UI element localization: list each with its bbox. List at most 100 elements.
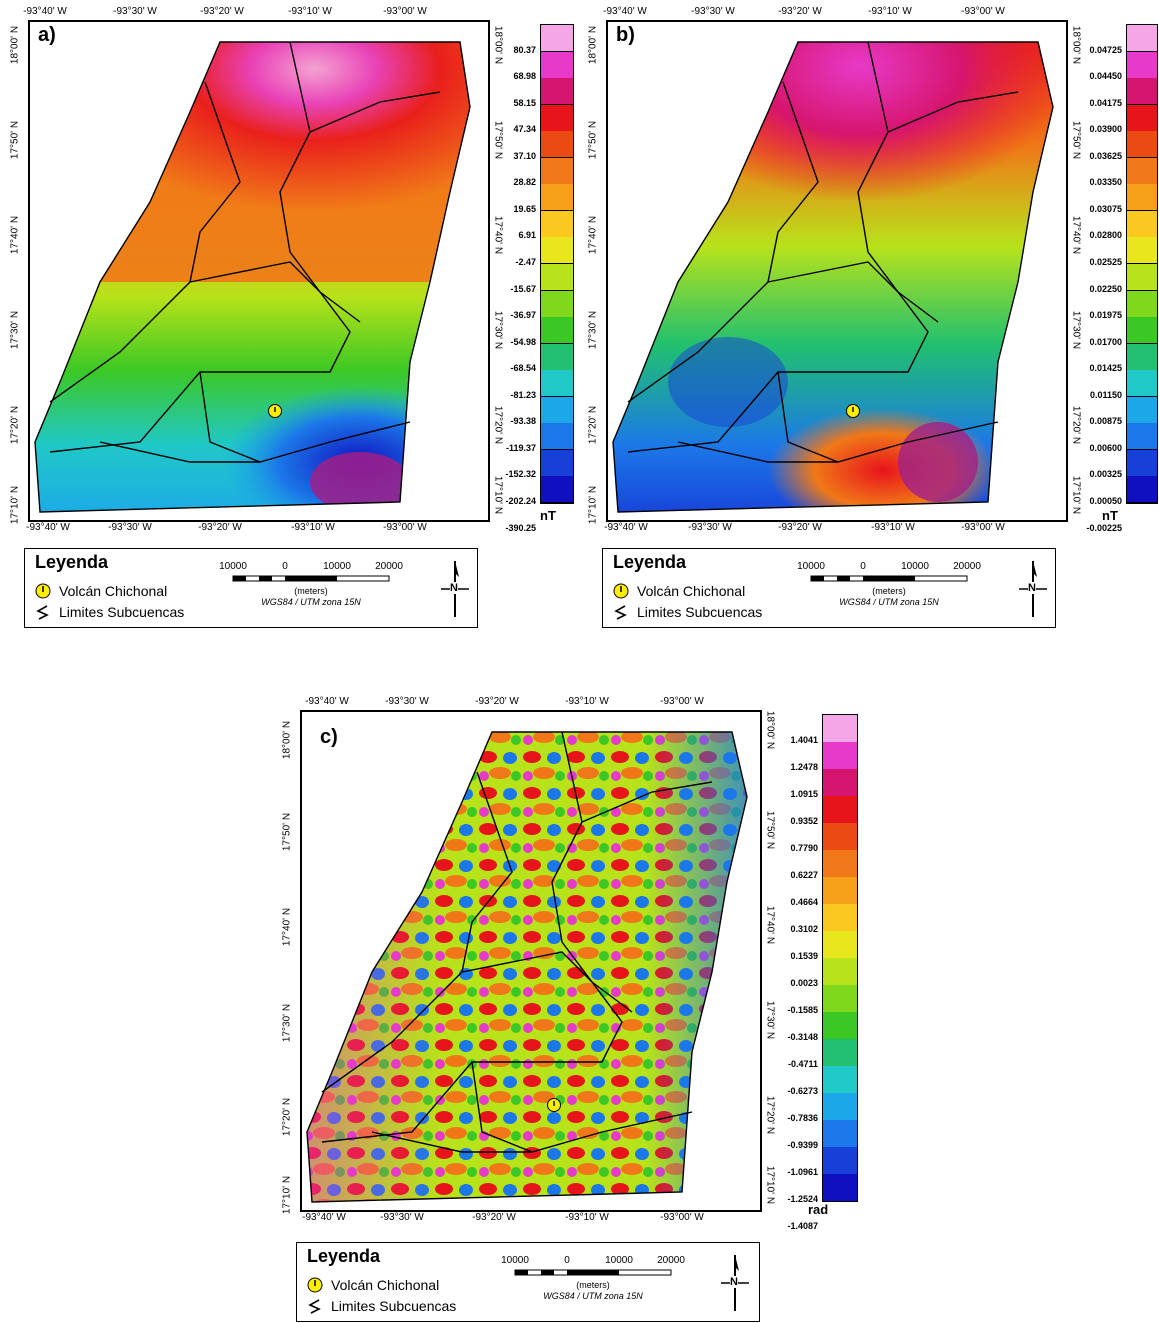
scale-bar-graphic [810,575,968,582]
top-tick: -93°00' W [383,6,427,17]
volcano-marker-c [546,1097,562,1118]
bottom-tick: -93°00' W [660,1212,704,1223]
colorbar-swatch [541,343,573,371]
colorbar-swatch [823,742,857,770]
colorbar-label: -202.24 [505,496,536,506]
colorbar-unit-b: nT [1102,508,1118,523]
colorbar-swatch [823,1012,857,1040]
scale-bar: 10000 0 10000 20000 (meters) WGS84 / UTM… [797,559,983,619]
colorbar-label: 80.37 [513,44,536,55]
colorbar-swatch [823,1066,857,1094]
colorbar-swatch [541,370,573,398]
right-tick: 17°10' N [764,1165,776,1205]
north-letter: N [1028,582,1036,594]
colorbar-swatch [1127,157,1157,185]
colorbar-swatch [541,51,573,79]
colorbar-swatch [1127,184,1157,212]
right-tick: 17°10' N [1070,475,1082,515]
bottom-tick: -93°30' W [380,1212,424,1223]
top-tick: -93°40' W [23,6,67,17]
volcano-icon [35,583,51,602]
legend-volcano: Volcán Chichonal [613,583,745,602]
panel-c: c) -93°40' W -93°30' W -93°20' W -93°10'… [272,690,872,1323]
legend-basins: Limites Subcuencas [35,604,184,623]
right-tick: 17°20' N [764,1095,776,1135]
north-arrow: N [437,557,473,621]
volcano-marker-a [267,403,283,424]
volcano-icon [613,583,629,602]
colorbar-swatch [823,958,857,986]
colorbar-label: -0.3148 [787,1032,818,1042]
legend-basins: Limites Subcuencas [307,1298,456,1317]
colorbar-swatch [1127,264,1157,292]
north-letter: N [450,582,458,594]
left-tick: 17°20' N [9,405,21,445]
bottom-tick: -93°30' W [108,522,152,533]
legend-c: Leyenda Volcán Chichonal Limites Subcuen… [296,1242,760,1322]
colorbar-swatch [1127,343,1157,371]
legend-volcano-label: Volcán Chichonal [331,1277,440,1294]
colorbar-label: -0.9399 [787,1140,818,1150]
colorbar-swatch [1127,51,1157,79]
colorbar-swatch [1127,237,1157,265]
colorbar-label: -93.38 [510,416,536,427]
colorbar-swatch [541,423,573,451]
colorbar-swatch [541,184,573,212]
scale-projection: WGS84 / UTM zona 15N [261,597,361,607]
colorbar-label: 19.65 [513,203,536,214]
scale-projection: WGS84 / UTM zona 15N [839,597,939,607]
bottom-tick: -93°40' W [26,522,70,533]
colorbar-swatch [1127,449,1157,477]
colorbar-swatch [541,317,573,345]
top-tick: -93°30' W [385,696,429,707]
colorbar-swatch [541,157,573,185]
scale-number: 10000 [323,561,351,572]
panel-letter-b: b) [616,24,635,46]
colorbar-a [540,24,574,504]
colorbar-label: 0.03900 [1089,124,1122,135]
top-tick: -93°20' W [778,6,822,17]
colorbar-swatch [541,131,573,159]
colorbar-label: 0.3102 [790,924,818,934]
colorbar-label: 0.7790 [790,843,818,853]
north-arrow: N [1015,557,1051,621]
colorbar-label: -54.98 [510,336,536,347]
top-tick: -93°40' W [305,696,349,707]
right-tick: 17°30' N [764,1000,776,1040]
scale-number: 10000 [501,1255,529,1266]
legend-title: Leyenda [35,552,109,572]
scale-number: 0 [564,1255,570,1266]
left-tick: 17°50' N [281,812,293,852]
map-frame-c: c) [300,710,762,1212]
left-tick: 17°10' N [281,1175,293,1215]
volcano-icon [846,404,860,418]
right-tick: 18°00' N [1070,25,1082,65]
colorbar-swatch [823,850,857,878]
colorbar-label: -390.25 [505,522,536,533]
bottom-tick: -93°10' W [291,522,335,533]
scale-bar: 10000 0 10000 20000 (meters) WGS84 / UTM… [501,1253,687,1313]
map-frame-b: b) [606,20,1068,522]
colorbar-label: 58.15 [513,97,536,108]
colorbar-swatch [1127,476,1157,504]
colorbar-swatch [1127,317,1157,345]
scale-number: 10000 [797,561,825,572]
right-tick: 17°10' N [492,475,504,515]
colorbar-swatch [541,476,573,504]
colorbar-label: 0.9352 [790,816,818,826]
top-tick: -93°40' W [603,6,647,17]
colorbar-swatch [1127,131,1157,159]
colorbar-label: -0.1585 [787,1005,818,1015]
panel-letter-c: c) [320,726,338,748]
colorbar-swatch [823,1174,857,1202]
volcano-icon [547,1098,561,1112]
scale-units: (meters) [576,1280,610,1290]
colorbar-swatch [541,449,573,477]
bottom-tick: -93°10' W [871,522,915,533]
scale-number: 10000 [605,1255,633,1266]
colorbar-swatch [1127,370,1157,398]
left-tick: 17°30' N [587,310,599,350]
colorbar-unit-c: rad [808,1202,829,1217]
colorbar-label: -15.67 [510,283,536,294]
basin-boundary-icon [613,604,629,623]
